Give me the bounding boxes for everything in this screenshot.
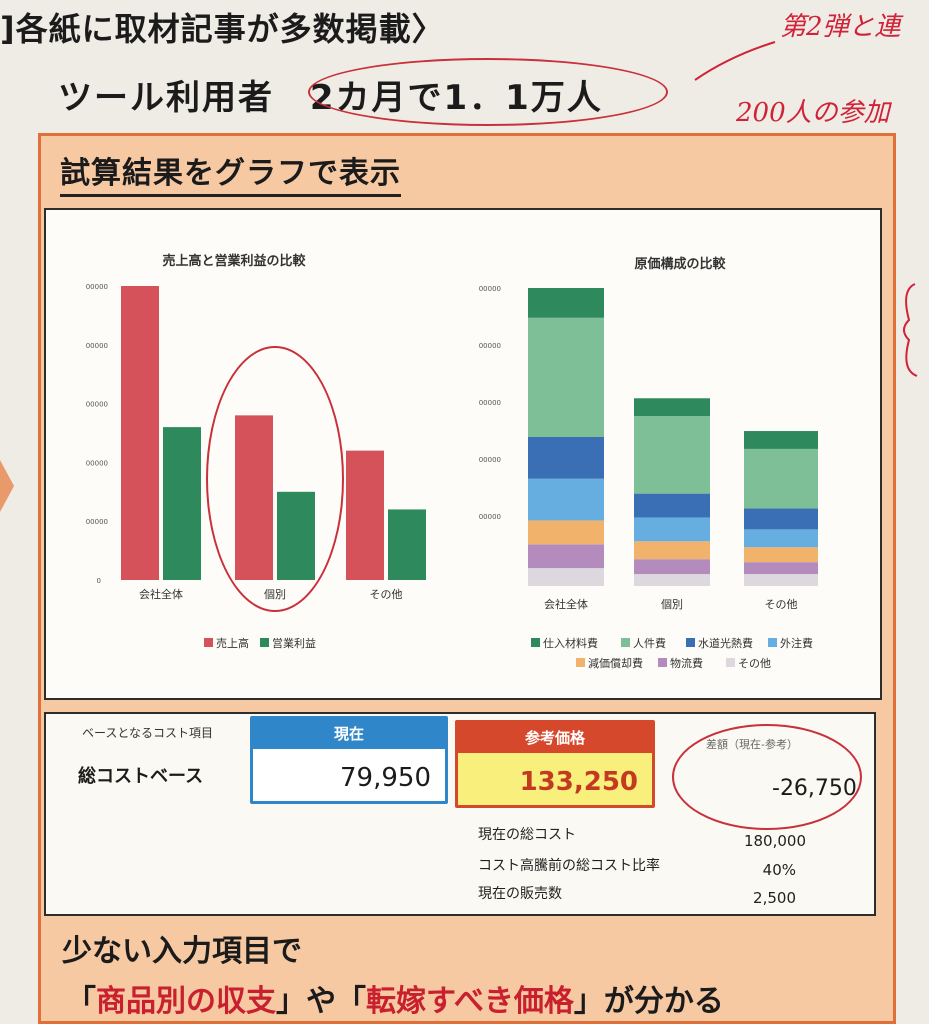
chart2-stack-segment bbox=[528, 544, 604, 569]
chart1-title: 売上高と営業利益の比較 bbox=[162, 253, 306, 269]
bottom-line-1: 少ない入力項目で bbox=[62, 934, 302, 969]
chart2-stack-segment bbox=[634, 574, 710, 586]
bottom-highlight-price: 転嫁すべき価格 bbox=[366, 984, 574, 1019]
chart1-bar bbox=[121, 286, 159, 580]
chart2-category-label: 個別 bbox=[661, 598, 683, 611]
reference-card-value: 133,250 bbox=[519, 767, 638, 797]
users-headline-prefix: ツール利用者 bbox=[58, 78, 274, 118]
chart1-legend-label: 売上高 bbox=[216, 636, 249, 650]
chart2-legend-label: 仕入材料費 bbox=[543, 636, 598, 650]
charts-svg: 売上高と営業利益の比較00000000000000000000000000会社全… bbox=[86, 253, 818, 670]
handdrawn-ellipse-headline bbox=[308, 58, 668, 126]
summary-value-sales-count: 2,500 bbox=[753, 889, 796, 907]
summary-label-sales-count: 現在の販売数 bbox=[478, 886, 562, 902]
total-cost-label: 総コストベース bbox=[78, 766, 204, 787]
chart2-legend-label: 人件費 bbox=[633, 636, 666, 650]
chart2-stack-segment bbox=[634, 559, 710, 575]
summary-value-cost-ratio: 40% bbox=[762, 861, 796, 879]
chart2-ytick-label: 00000 bbox=[479, 285, 501, 293]
handdrawn-ellipse-individual bbox=[206, 346, 344, 612]
chart1-legend-swatch bbox=[204, 638, 213, 647]
reference-card: 参考価格 133,250 bbox=[455, 720, 655, 808]
chart2-stack-segment bbox=[744, 574, 818, 586]
bottom-end-text: 」が分かる bbox=[573, 984, 724, 1019]
current-card: 現在 79,950 bbox=[250, 716, 448, 804]
chart2-stack-segment bbox=[634, 541, 710, 560]
reference-card-header: 参考価格 bbox=[458, 723, 652, 753]
handdrawn-ellipse-diff bbox=[672, 724, 862, 830]
chart2-stack-segment bbox=[528, 520, 604, 545]
article-top-line: ]各紙に取材記事が多数掲載〉 bbox=[0, 10, 445, 48]
chart2-title: 原価構成の比較 bbox=[634, 256, 726, 272]
chart2-legend-label: 外注費 bbox=[780, 636, 813, 650]
chart2-legend-swatch bbox=[686, 638, 695, 647]
handwritten-brace bbox=[903, 283, 918, 377]
handwritten-note-1: 第2弾と連 bbox=[780, 12, 901, 42]
chart1-legend-swatch bbox=[260, 638, 269, 647]
handwritten-stroke bbox=[694, 41, 776, 81]
chart1-category-label: 会社全体 bbox=[139, 587, 183, 601]
bottom-highlight-product: 商品別の収支 bbox=[96, 984, 276, 1019]
chart2-stack-segment bbox=[634, 416, 710, 494]
chart2-stack-segment bbox=[528, 478, 604, 521]
chart1-category-label: その他 bbox=[370, 588, 403, 601]
summary-label-total-cost: 現在の総コスト bbox=[478, 827, 576, 843]
chart2-legend-label: その他 bbox=[738, 657, 771, 670]
chart2-stack-segment bbox=[744, 448, 818, 509]
chart2-legend-swatch bbox=[658, 658, 667, 667]
chart2-legend-swatch bbox=[621, 638, 630, 647]
chart2-legend-swatch bbox=[531, 638, 540, 647]
chart2-legend-swatch bbox=[768, 638, 777, 647]
bottom-line-2: 「商品別の収支」や「転嫁すべき価格」が分かる bbox=[66, 976, 724, 1020]
summary-label-cost-ratio: コスト高騰前の総コスト比率 bbox=[478, 858, 660, 874]
chart2-ytick-label: 00000 bbox=[479, 456, 501, 464]
base-cost-label: ベースとなるコスト項目 bbox=[82, 726, 214, 740]
current-card-header: 現在 bbox=[253, 719, 445, 749]
chart1-bar bbox=[163, 427, 201, 580]
chart2-category-label: 会社全体 bbox=[544, 597, 588, 611]
bottom-open-bracket: 「 bbox=[66, 984, 96, 1019]
handwritten-note-2: 200人の参加 bbox=[736, 98, 890, 128]
chart2-stack-segment bbox=[744, 547, 818, 563]
chart2-stack-segment bbox=[528, 317, 604, 437]
chart1-ytick-label: 00000 bbox=[86, 459, 108, 467]
chart2-legend-label: 物流費 bbox=[670, 656, 703, 670]
side-arrow-icon bbox=[0, 460, 14, 512]
chart2-legend-swatch bbox=[576, 658, 585, 667]
bottom-mid-text: 」や「 bbox=[276, 984, 366, 1019]
chart1-ytick-label: 0 bbox=[97, 577, 101, 585]
chart2-stack-segment bbox=[634, 398, 710, 417]
chart2-ytick-label: 00000 bbox=[479, 513, 501, 521]
chart2-ytick-label: 00000 bbox=[479, 342, 501, 350]
chart-area: 売上高と営業利益の比較 0 00000 00000 00000 00000 00000 会社全… bbox=[44, 208, 882, 700]
summary-value-total-cost: 180,000 bbox=[743, 832, 806, 850]
chart2-stack-segment bbox=[744, 562, 818, 575]
chart1-ytick-label: 00000 bbox=[86, 342, 108, 350]
chart2-legend-swatch bbox=[726, 658, 735, 667]
chart2-stack-segment bbox=[744, 431, 818, 449]
current-card-value: 79,950 bbox=[340, 763, 431, 793]
chart2-ytick-label: 00000 bbox=[479, 399, 501, 407]
chart2-stack-segment bbox=[744, 529, 818, 548]
panel-title: 試算結果をグラフで表示 bbox=[60, 148, 401, 197]
chart2-category-label: その他 bbox=[765, 598, 798, 611]
chart2-stack-segment bbox=[744, 508, 818, 530]
chart2-legend-label: 水道光熱費 bbox=[698, 636, 753, 650]
chart2-stack-segment bbox=[528, 288, 604, 318]
chart1-ytick-label: 00000 bbox=[86, 401, 108, 409]
chart1-ytick-label: 00000 bbox=[86, 518, 108, 526]
chart1-bar bbox=[346, 450, 384, 580]
chart1-ytick-label: 00000 bbox=[86, 283, 108, 291]
chart2-stack-segment bbox=[634, 517, 710, 542]
chart2-stack-segment bbox=[528, 437, 604, 479]
chart2-legend-label: 減価償却費 bbox=[588, 656, 643, 670]
chart2-stack-segment bbox=[634, 493, 710, 518]
chart1-legend-label: 営業利益 bbox=[272, 636, 316, 650]
chart2-stack-segment bbox=[528, 568, 604, 586]
chart1-bar bbox=[388, 509, 426, 580]
